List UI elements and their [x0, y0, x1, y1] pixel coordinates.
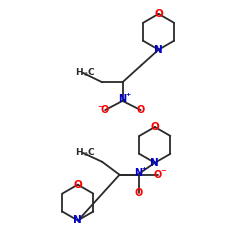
Text: H: H	[76, 68, 83, 77]
Text: N: N	[134, 168, 143, 178]
Text: N: N	[74, 216, 82, 226]
Text: O: O	[154, 9, 163, 19]
Text: $_3$C: $_3$C	[83, 66, 96, 79]
Text: +: +	[142, 166, 147, 171]
Text: N: N	[154, 45, 163, 55]
Text: −: −	[160, 168, 166, 174]
Text: +: +	[125, 92, 130, 97]
Text: H: H	[76, 148, 83, 157]
Text: O: O	[154, 170, 162, 180]
Text: $_3$C: $_3$C	[83, 146, 96, 159]
Text: O: O	[101, 105, 109, 115]
Text: O: O	[134, 188, 143, 198]
Text: N: N	[118, 94, 126, 104]
Text: O: O	[74, 180, 82, 190]
Text: N: N	[150, 158, 159, 168]
Text: −: −	[97, 104, 103, 110]
Text: O: O	[150, 122, 159, 132]
Text: O: O	[136, 105, 145, 115]
